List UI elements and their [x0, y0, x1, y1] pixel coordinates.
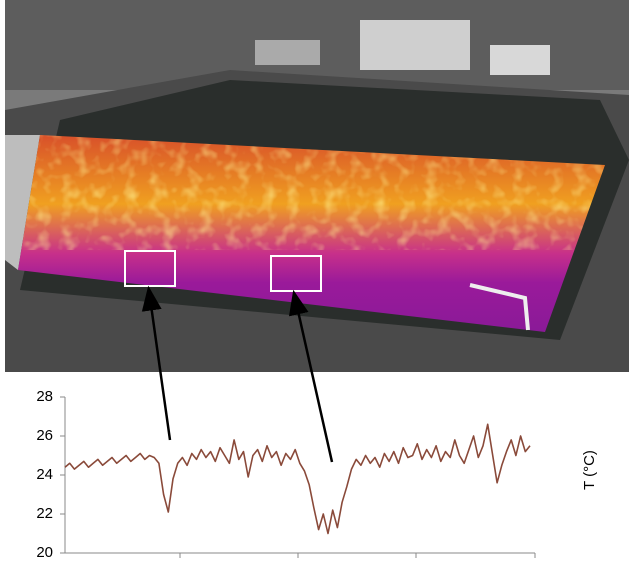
- y-tick-label: 26: [36, 427, 53, 444]
- x-tick-marks: [180, 553, 535, 558]
- figure: T (°C) 20 22 24 26 28: [0, 0, 629, 561]
- y-tick-label: 22: [36, 505, 53, 522]
- thermal-photo: [0, 0, 629, 372]
- y-tick-label: 28: [36, 388, 53, 405]
- y-axis-label: T (°C): [581, 450, 598, 490]
- chart: T (°C) 20 22 24 26 28: [0, 0, 629, 561]
- y-tick-label: 24: [36, 466, 53, 483]
- y-tick-label: 20: [36, 544, 53, 561]
- temperature-line: [65, 424, 530, 533]
